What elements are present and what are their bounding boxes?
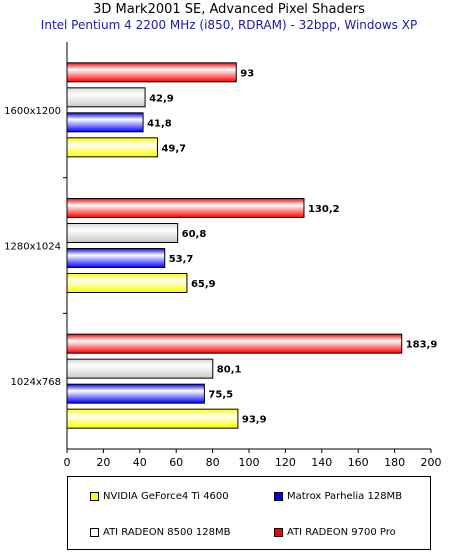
bar-value-label: 49,7 [161,143,186,154]
category-label: 1280x1024 [4,242,61,253]
legend: NVIDIA GeForce4 Ti 4600 Matrox Parhelia … [67,476,431,550]
bar-value-label: 80,1 [217,365,242,376]
legend-label-matrox: Matrox Parhelia 128MB [287,491,403,502]
legend-item-radeon9700: ATI RADEON 9700 Pro [274,527,396,538]
bar [66,62,237,83]
bar-value-label: 65,9 [191,279,216,290]
legend-item-matrox: Matrox Parhelia 128MB [274,491,402,502]
bar-value-label: 75,5 [208,390,233,401]
bar-value-label: 60,8 [182,229,207,240]
bar-value-label: 93,9 [242,415,267,426]
bar [66,333,403,354]
bar-value-label: 130,2 [308,204,340,215]
chart-subtitle: Intel Pentium 4 2200 MHz (i850, RDRAM) -… [40,18,418,32]
chart-title: 3D Mark2001 SE, Advanced Pixel Shaders [93,2,365,17]
legend-swatch-nvidia [90,492,99,501]
bar [66,408,239,429]
category-label: 1600x1200 [4,106,61,117]
bar-value-label: 93 [240,68,254,79]
bar [66,273,188,293]
x-tick-label: 100 [239,456,260,469]
bar [66,358,214,379]
bar [66,87,146,108]
x-tick-label: 180 [384,456,405,469]
category-label: 1024x768 [11,377,61,388]
bar [66,223,179,243]
bar [66,198,305,218]
x-tick-label: 80 [206,456,220,469]
bar-value-label: 41,8 [147,118,172,129]
x-tick-label: 140 [311,456,332,469]
x-tick-label: 120 [275,456,296,469]
legend-swatch-radeon8500 [90,528,99,537]
legend-label-nvidia: NVIDIA GeForce4 Ti 4600 [103,491,229,502]
bar-value-label: 42,9 [149,93,174,104]
legend-label-radeon8500: ATI RADEON 8500 128MB [103,527,231,538]
x-tick-label: 160 [348,456,369,469]
x-tick-label: 200 [421,456,442,469]
legend-swatch-radeon9700 [274,528,283,537]
legend-swatch-matrox [274,492,283,501]
x-tick-label: 0 [64,456,71,469]
x-tick-label: 60 [169,456,183,469]
bar [66,248,166,268]
legend-item-nvidia: NVIDIA GeForce4 Ti 4600 [90,491,229,502]
bar [66,383,205,404]
x-tick-label: 40 [133,456,147,469]
legend-item-radeon8500: ATI RADEON 8500 128MB [90,527,230,538]
bar-chart: 0 20 40 60 80 100 120 140 160 180 200 1600x1200 93 42… [4,42,442,469]
legend-label-radeon9700: ATI RADEON 9700 Pro [287,527,396,538]
bar [66,112,144,133]
bar [66,137,158,158]
bar-value-label: 183,9 [406,340,438,351]
bar-value-label: 53,7 [169,254,194,265]
x-tick-label: 20 [96,456,110,469]
